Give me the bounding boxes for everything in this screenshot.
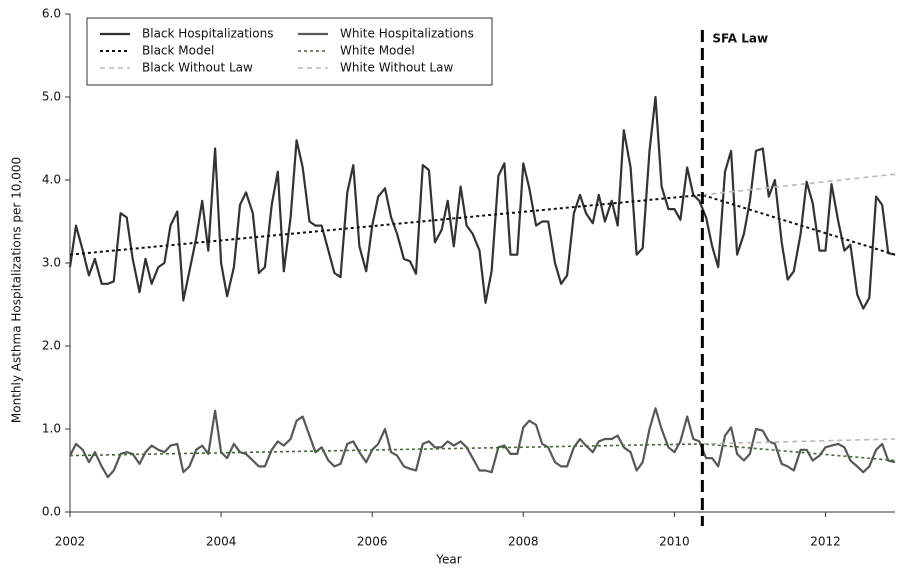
y-tick-label: 3.0 [42, 256, 61, 270]
x-axis-label: Year [435, 553, 461, 567]
y-tick-label: 2.0 [42, 339, 61, 353]
x-tick-label: 2002 [55, 535, 86, 549]
legend-label: Black Model [142, 44, 214, 58]
series-line [702, 173, 896, 196]
legend-label: White Model [340, 44, 415, 58]
legend-label: White Without Law [340, 61, 453, 75]
y-tick-label: 1.0 [42, 422, 61, 436]
x-tick-label: 2012 [810, 535, 841, 549]
y-tick-label: 6.0 [42, 7, 61, 21]
y-tick-label: 5.0 [42, 90, 61, 104]
annotation: SFA Law [712, 32, 768, 46]
x-tick-label: 2006 [357, 535, 388, 549]
legend-label: Black Without Law [142, 61, 253, 75]
y-tick-label: 0.0 [42, 505, 61, 519]
x-tick-label: 2010 [659, 535, 690, 549]
legend-label: White Hospitalizations [340, 27, 474, 41]
legend-label: Black Hospitalizations [142, 27, 273, 41]
series-line [68, 95, 896, 310]
y-tick-label: 4.0 [42, 173, 61, 187]
series-line [702, 438, 896, 445]
series-line [69, 407, 896, 479]
x-tick-label: 2004 [206, 535, 237, 549]
legend-box [86, 17, 493, 86]
y-axis-label: Monthly Asthma Hospitalizations per 10,0… [10, 157, 24, 423]
series-line [69, 193, 896, 256]
x-tick-label: 2008 [508, 535, 539, 549]
